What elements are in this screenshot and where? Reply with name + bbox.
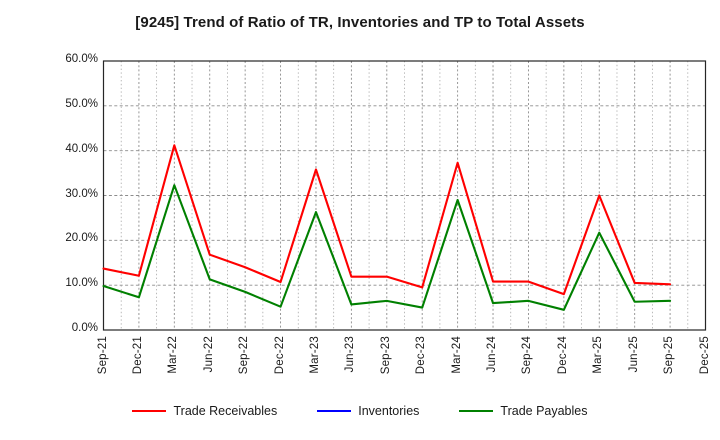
legend-label: Trade Receivables xyxy=(173,404,278,418)
x-axis-tick-label: Mar-22 xyxy=(167,336,180,374)
legend-label: Trade Payables xyxy=(500,404,588,418)
legend-label: Inventories xyxy=(358,404,420,418)
x-axis-tick-label: Dec-24 xyxy=(556,336,569,375)
y-axis-tick-label: 40.0% xyxy=(65,142,98,155)
y-axis-tick-label: 20.0% xyxy=(65,232,98,245)
y-axis-tick-label: 60.0% xyxy=(65,53,98,65)
legend-item-trade-payables[interactable]: Trade Payables xyxy=(459,404,588,418)
x-axis-tick-label: Jun-22 xyxy=(202,336,215,373)
x-axis-tick-label: Sep-25 xyxy=(663,336,676,375)
plot-frame xyxy=(102,60,707,331)
x-axis-tick-label: Dec-21 xyxy=(131,336,144,375)
x-axis-tick-label: Mar-25 xyxy=(592,336,605,374)
chart-title: [9245] Trend of Ratio of TR, Inventories… xyxy=(135,14,585,31)
x-axis-tick-label: Dec-25 xyxy=(698,336,711,375)
x-axis-tick-label: Sep-21 xyxy=(96,336,109,375)
y-axis-tick-labels: 0.0% 10.0% 20.0% 30.0% 40.0% 50.0% 60.0% xyxy=(40,0,98,440)
x-axis-tick-label: Sep-24 xyxy=(521,336,534,375)
y-axis-tick-label: 0.0% xyxy=(71,322,98,334)
data-series-layer xyxy=(102,144,672,311)
x-axis-tick-label: Dec-23 xyxy=(415,336,428,375)
series-line-trade-payables xyxy=(102,184,672,311)
plot-border xyxy=(102,60,707,331)
x-axis-tick-label: Dec-22 xyxy=(273,336,286,375)
y-axis-tick-label: 30.0% xyxy=(65,187,98,200)
x-axis-tick-label: Mar-23 xyxy=(308,336,321,374)
chart-legend: Trade Receivables Inventories Trade Payabl… xyxy=(0,404,720,418)
x-axis-tick-label: Jun-23 xyxy=(344,336,357,373)
x-axis-tick-label: Jun-24 xyxy=(486,336,499,373)
legend-item-trade-receivables[interactable]: Trade Receivables xyxy=(132,404,277,418)
x-axis-tick-label: Jun-25 xyxy=(627,336,640,373)
legend-item-inventories[interactable]: Inventories xyxy=(317,404,419,418)
x-axis-tick-label: Sep-22 xyxy=(238,336,251,375)
legend-line-swatch-icon xyxy=(132,410,167,412)
legend-line-swatch-icon xyxy=(459,410,494,412)
x-axis-tick-label: Mar-24 xyxy=(450,336,463,374)
series-line-trade-receivables xyxy=(102,144,672,296)
x-axis-tick-label: Sep-23 xyxy=(379,336,392,375)
legend-line-swatch-icon xyxy=(317,410,352,412)
y-axis-tick-label: 10.0% xyxy=(65,277,98,290)
y-axis-tick-label: 50.0% xyxy=(65,97,98,110)
